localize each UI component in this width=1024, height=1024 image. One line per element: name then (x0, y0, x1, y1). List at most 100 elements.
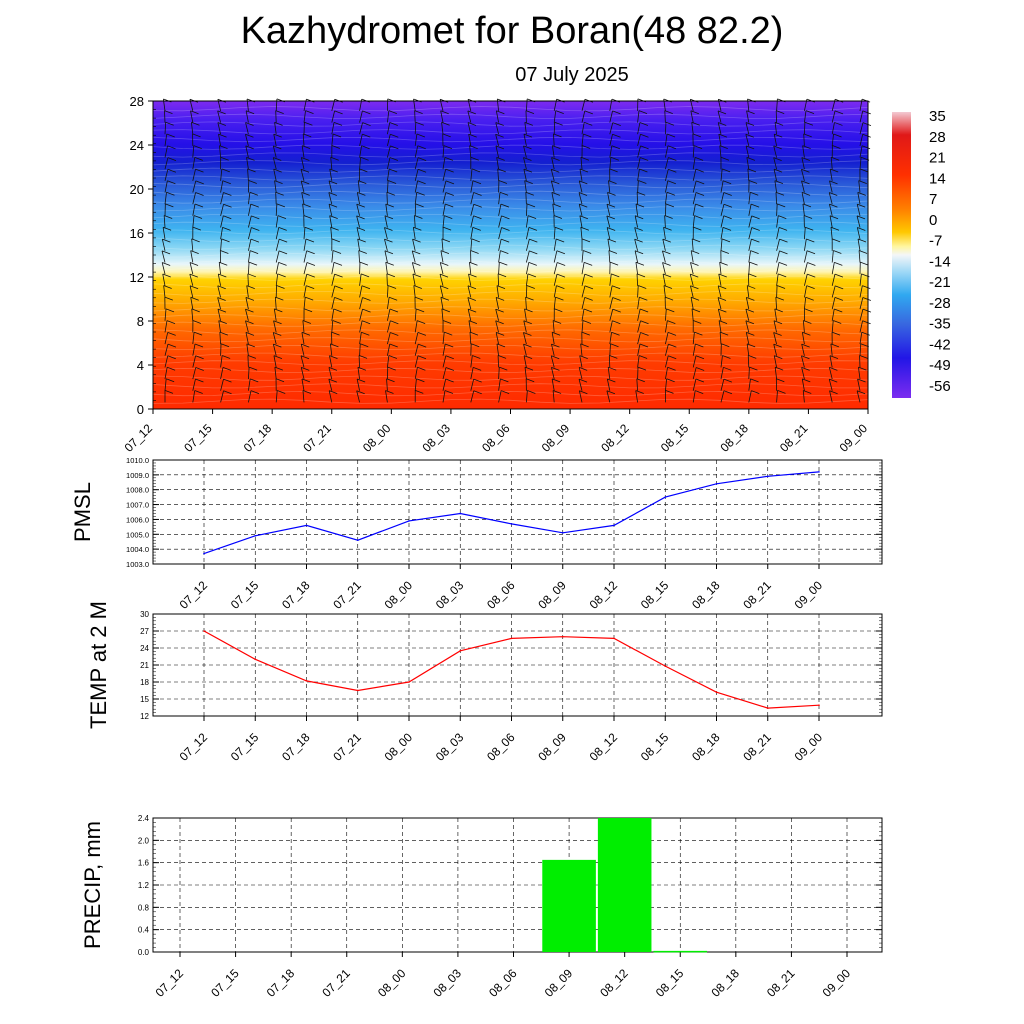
wind-barb (272, 157, 277, 170)
data-point (818, 471, 820, 473)
wind-barb (859, 297, 864, 310)
wind-barb (359, 145, 362, 158)
wind-barb-flag (277, 273, 286, 278)
wind-barb (164, 332, 169, 345)
x-tick-label: 07_15 (181, 421, 215, 455)
wind-barb (775, 192, 777, 205)
wind-barb (328, 390, 333, 403)
wind-barb (386, 273, 388, 286)
wind-barb (748, 215, 753, 228)
wind-barb-flag (388, 355, 398, 359)
wind-barb (663, 227, 666, 240)
wind-barb-flag (278, 262, 287, 266)
wind-barb (773, 320, 777, 333)
wind-barb-flag (220, 250, 229, 254)
wind-barb (384, 215, 388, 228)
wind-barb (470, 204, 475, 216)
wind-barb (857, 238, 861, 251)
y-tick-label: 28 (130, 94, 144, 109)
x-tick-label: 08_03 (433, 730, 467, 764)
wind-barb-flag (219, 145, 228, 149)
wind-barb (330, 343, 333, 356)
wind-barb (414, 332, 419, 345)
wind-barb-flag (773, 320, 783, 325)
wind-barb (637, 110, 640, 123)
wind-barb-flag (746, 296, 755, 301)
wind-barb (442, 355, 447, 368)
wind-barb (190, 110, 194, 123)
wind-barb-flag (328, 378, 337, 383)
wind-barb (331, 274, 335, 286)
wind-barb-flag (305, 296, 314, 301)
wind-barb-flag (749, 261, 758, 266)
heatmap-field (153, 101, 868, 409)
wind-barb (607, 192, 611, 205)
wind-barb-flag (274, 366, 284, 371)
contour-line (152, 160, 869, 166)
wind-barb-flag (581, 331, 590, 336)
y-tick-label: 0.4 (138, 926, 150, 935)
wind-barb (550, 355, 555, 368)
wind-barb (300, 367, 305, 380)
wind-barb (442, 390, 446, 403)
wind-barb (495, 332, 499, 345)
wind-barb-flag (668, 168, 677, 173)
wind-barb-flag (497, 168, 506, 173)
wind-barb (637, 355, 640, 368)
wind-barb-flag (386, 191, 396, 196)
wind-barb-flag (500, 203, 510, 208)
wind-barb-flag (442, 133, 451, 138)
wind-barb-flag (330, 156, 339, 161)
wind-barb (245, 309, 249, 321)
x-tick-label: 09_00 (820, 966, 854, 1000)
wind-barb (442, 145, 445, 158)
wind-barb-flag (667, 145, 677, 150)
wind-barb-flag (807, 262, 816, 266)
wind-barb (636, 378, 638, 391)
wind-barb-flag (693, 226, 702, 231)
wind-barb-flag (165, 308, 175, 313)
wind-barb-flag (389, 296, 398, 301)
wind-barb-flag (801, 355, 810, 360)
wind-barb (804, 238, 807, 251)
wind-barb (551, 343, 555, 356)
y-tick-label: 2.4 (138, 814, 150, 823)
wind-barb (719, 145, 722, 158)
wind-barb-flag (276, 285, 285, 289)
wind-barb (581, 110, 586, 123)
wind-barb-flag (608, 250, 618, 254)
wind-barb-flag (834, 297, 844, 301)
wind-barb-flag (718, 273, 727, 278)
wind-barb-flag (751, 227, 760, 231)
wind-barb-flag (667, 320, 676, 324)
wind-barb-flag (664, 110, 673, 114)
wind-barb-flag (417, 145, 426, 150)
wind-barb-flag (639, 122, 649, 126)
wind-barb (442, 367, 447, 380)
wind-barb (637, 285, 639, 298)
wind-barb-flag (579, 203, 588, 208)
colorbar-label: -14 (929, 253, 951, 270)
x-tick-label: 08_12 (587, 578, 621, 612)
wind-barb (328, 180, 333, 193)
wind-barb-flag (635, 390, 644, 394)
wind-barb-flag (858, 366, 867, 371)
wind-barb-flag (834, 273, 844, 278)
wind-barb-flag (747, 285, 756, 289)
wind-barb (218, 262, 221, 275)
wind-barb-flag (773, 343, 782, 348)
wind-barb-flag (247, 168, 256, 173)
wind-barb-flag (722, 355, 731, 359)
wind-barb-flag (723, 192, 732, 196)
wind-barb (551, 378, 555, 391)
wind-barb (498, 378, 501, 391)
wind-barb (720, 180, 724, 193)
wind-barb (718, 134, 722, 146)
wind-barb-flag (695, 203, 704, 208)
wind-barb-flag (695, 168, 704, 173)
contour-line (152, 290, 869, 297)
wind-barb-flag (720, 156, 730, 161)
wind-barb-flag (162, 226, 172, 231)
wind-barb-flag (833, 133, 842, 138)
wind-barb-flag (803, 133, 812, 138)
